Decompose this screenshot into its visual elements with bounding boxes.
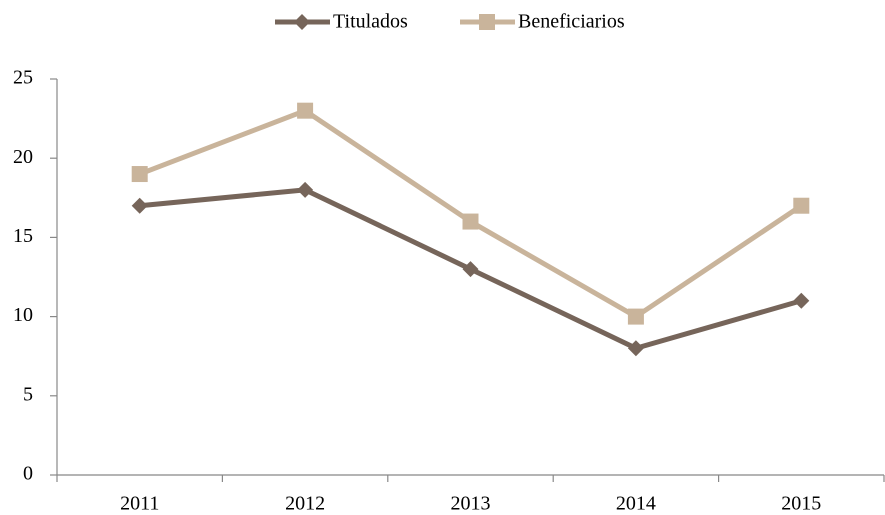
x-tick-label: 2014 — [616, 493, 656, 515]
legend-marker — [479, 14, 495, 30]
x-tick-label: 2013 — [451, 493, 491, 515]
x-tick-label: 2015 — [781, 493, 821, 515]
marker — [462, 213, 479, 230]
legend-marker — [294, 14, 310, 30]
marker — [627, 308, 644, 325]
marker — [297, 102, 314, 119]
marker — [627, 340, 644, 357]
marker — [793, 292, 810, 309]
y-tick-label: 20 — [13, 146, 33, 168]
y-tick-label: 10 — [13, 304, 33, 326]
y-tick-label: 15 — [13, 225, 33, 247]
marker — [793, 197, 810, 214]
y-tick-label: 5 — [23, 383, 33, 405]
marker — [297, 181, 314, 198]
x-tick-label: 2011 — [120, 493, 159, 515]
x-tick-label: 2012 — [285, 493, 325, 515]
y-tick-label: 0 — [23, 463, 33, 485]
legend-label: Beneficiarios — [518, 11, 625, 33]
marker — [462, 261, 479, 278]
y-tick-label: 25 — [13, 67, 33, 89]
marker — [131, 166, 148, 183]
marker — [131, 197, 148, 214]
legend-label: Titulados — [333, 11, 408, 33]
